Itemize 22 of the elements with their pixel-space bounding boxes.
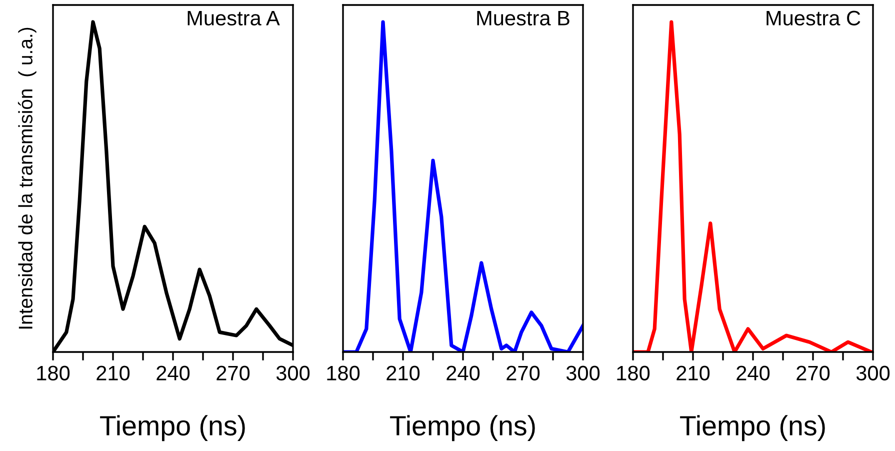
x-tick-label: 300 xyxy=(856,366,890,380)
x-tick-label: 300 xyxy=(566,366,600,380)
chart-title: Muestra B xyxy=(477,10,570,26)
x-tick-label: 270 xyxy=(796,366,830,380)
x-tick-label: 270 xyxy=(216,366,250,380)
x-tick-label: 210 xyxy=(96,366,130,380)
x-axis-title: Tiempo (ns) xyxy=(680,415,825,442)
x-tick-label: 180 xyxy=(327,366,360,380)
x-tick-label: 210 xyxy=(676,366,710,380)
x-tick-label: 240 xyxy=(736,366,770,380)
x-axis-title: Tiempo (ns) xyxy=(100,415,245,442)
x-tick-label: 300 xyxy=(276,366,310,380)
x-tick-label: 240 xyxy=(446,366,480,380)
x-tick-label: 270 xyxy=(506,366,540,380)
y-axis-title: Intensidad de la transmisión ( u.a.) xyxy=(18,28,36,329)
chart-title: Muestra A xyxy=(188,10,280,26)
x-tick-label: 240 xyxy=(156,366,190,380)
x-tick-label: 180 xyxy=(37,366,70,380)
x-tick-label: 210 xyxy=(386,366,420,380)
x-tick-label: 180 xyxy=(617,366,650,380)
x-axis-title: Tiempo (ns) xyxy=(390,415,535,442)
chart-title: Muestra C xyxy=(766,10,860,26)
